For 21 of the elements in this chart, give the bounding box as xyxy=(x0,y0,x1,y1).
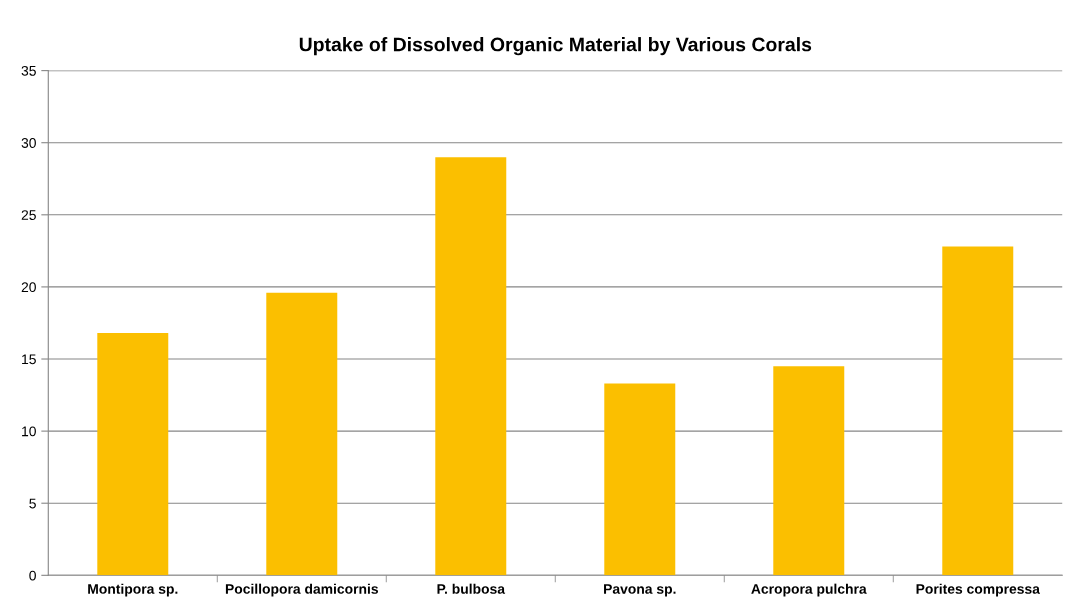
y-tick-label: 10 xyxy=(22,426,36,437)
x-tick-label: Pavona sp. xyxy=(604,584,676,597)
y-tick-label: 35 xyxy=(21,65,36,76)
x-tick-label: P. bulbosa xyxy=(437,583,506,594)
bar xyxy=(942,246,1014,576)
y-tick-label: 0 xyxy=(29,570,36,581)
y-tick-label: 30 xyxy=(21,138,36,148)
bar xyxy=(604,383,676,576)
x-tick-label: Montipora sp. xyxy=(88,583,178,597)
bar xyxy=(97,333,169,576)
y-tick-label: 15 xyxy=(22,354,36,365)
bar xyxy=(773,366,845,576)
chart-title: Uptake of Dissolved Organic Material by Various Corals xyxy=(299,37,812,56)
bar xyxy=(435,157,507,576)
y-tick-label: 25 xyxy=(21,210,36,220)
bar xyxy=(266,292,338,576)
x-tick-label: Pocillopora damicornis xyxy=(225,583,379,597)
y-tick-label: 5 xyxy=(29,498,36,509)
y-tick-label: 20 xyxy=(21,282,36,293)
x-tick-label: Acropora pulchra xyxy=(751,583,867,597)
x-tick-label: Porites compressa xyxy=(916,583,1041,597)
